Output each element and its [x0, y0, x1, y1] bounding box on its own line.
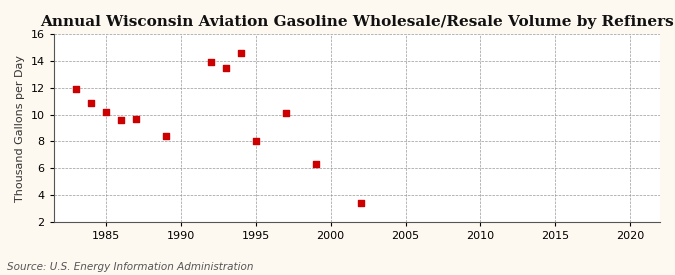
Point	[115, 118, 126, 122]
Point	[161, 134, 171, 138]
Point	[236, 51, 246, 55]
Y-axis label: Thousand Gallons per Day: Thousand Gallons per Day	[15, 54, 25, 202]
Point	[221, 66, 232, 70]
Point	[310, 162, 321, 166]
Title: Annual Wisconsin Aviation Gasoline Wholesale/Resale Volume by Refiners: Annual Wisconsin Aviation Gasoline Whole…	[40, 15, 674, 29]
Point	[250, 139, 261, 144]
Point	[355, 201, 366, 205]
Point	[205, 60, 216, 65]
Point	[71, 87, 82, 91]
Point	[86, 100, 97, 105]
Point	[280, 111, 291, 116]
Point	[101, 110, 111, 114]
Point	[131, 116, 142, 121]
Text: Source: U.S. Energy Information Administration: Source: U.S. Energy Information Administ…	[7, 262, 253, 272]
